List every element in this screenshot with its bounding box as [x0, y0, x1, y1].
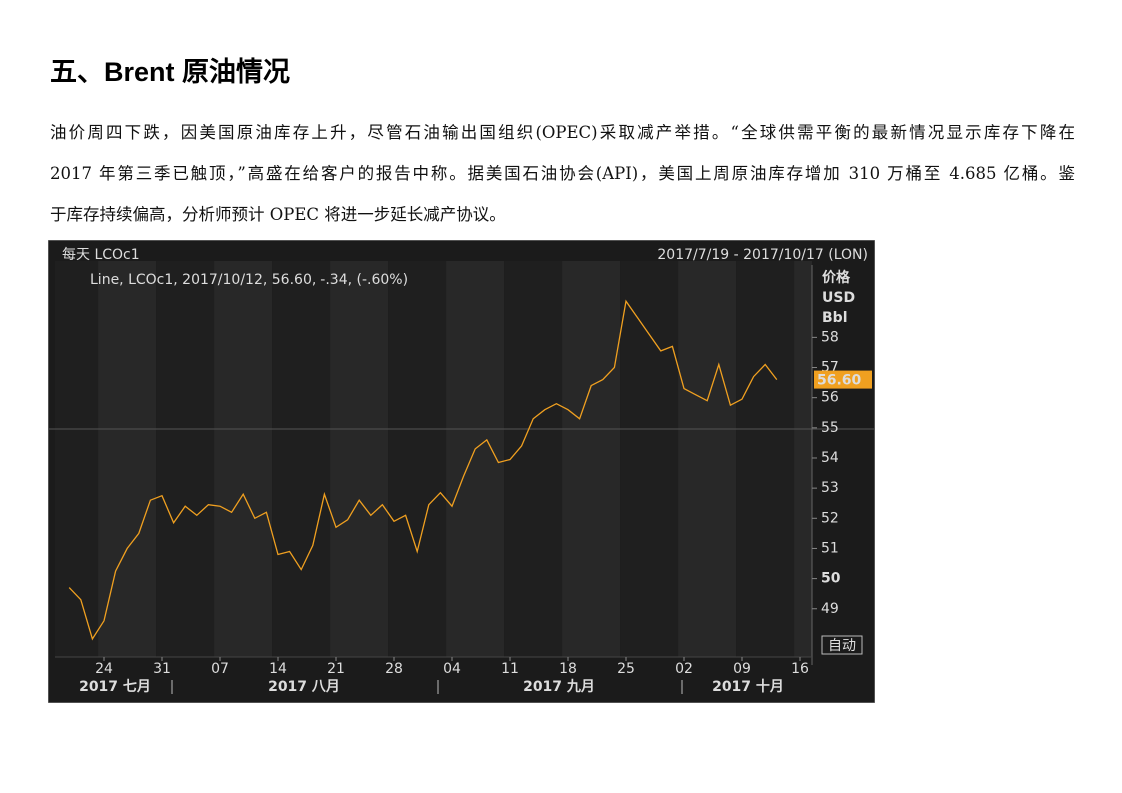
y-axis-label: 价格: [822, 269, 851, 286]
x-tick-label: 24: [95, 661, 113, 677]
y-tick-label: 54: [821, 450, 839, 466]
week-band: [214, 261, 273, 657]
week-band: [388, 261, 447, 657]
x-tick-label: 31: [153, 661, 171, 677]
week-band: [504, 261, 563, 657]
x-tick-label: 25: [617, 661, 635, 677]
month-label: 2017 八月: [268, 679, 340, 695]
y-tick-label: 56: [821, 390, 839, 406]
x-tick-label: 09: [733, 661, 751, 677]
week-band: [562, 261, 621, 657]
auto-button[interactable]: [821, 635, 863, 655]
week-band: [55, 261, 99, 657]
x-tick-label: 21: [327, 661, 345, 677]
y-axis-label: Bbl: [822, 310, 848, 326]
week-band: [736, 261, 795, 657]
week-band: [446, 261, 505, 657]
heading: 五、Brent 原油情况: [50, 57, 291, 87]
week-band: [98, 261, 157, 657]
month-label: 2017 七月: [79, 679, 151, 695]
paragraph-line: 于库存持续偏高，分析师预计 OPEC 将进一步延长减产协议。: [50, 205, 506, 224]
y-tick-label: 49: [821, 601, 839, 617]
week-band: [272, 261, 331, 657]
week-band: [620, 261, 679, 657]
y-axis-label: USD: [822, 290, 855, 306]
x-tick-label: 14: [269, 661, 287, 677]
paragraph-line: 2017 年第三季已触顶，”高盛在给客户的报告中称。据美国石油协会(API)，美…: [50, 164, 1075, 183]
x-tick-label: 07: [211, 661, 229, 677]
auto-button-label[interactable]: 自动: [828, 638, 856, 654]
chart-subtitle: 2017/7/19 - 2017/10/17 (LON): [657, 247, 868, 263]
y-tick-label: 52: [821, 510, 839, 526]
week-band: [156, 261, 215, 657]
chart-title: 每天 LCOc1: [62, 247, 140, 263]
month-label: 2017 十月: [712, 678, 784, 695]
x-tick-label: 16: [791, 661, 809, 677]
paragraph-line: 油价周四下跌，因美国原油库存上升，尽管石油输出国组织(OPEC)采取减产举措。“…: [50, 123, 1075, 142]
week-band: [794, 261, 812, 657]
y-tick-label: 51: [821, 540, 839, 556]
week-band: [330, 261, 389, 657]
y-tick-label: 58: [821, 329, 839, 345]
legend-text: Line, LCOc1, 2017/10/12, 56.60,: [90, 272, 316, 288]
x-tick-label: 02: [675, 661, 693, 677]
y-tick-label: 50: [821, 571, 841, 587]
x-tick-label: 28: [385, 661, 403, 677]
legend-text: -.34, (-.60%): [320, 272, 408, 288]
y-tick-label: 53: [821, 480, 839, 496]
last-value-badge: [814, 370, 872, 389]
x-tick-label: 18: [559, 661, 577, 677]
price-line: [68, 299, 778, 641]
week-band: [678, 261, 737, 657]
last-value-label: 56.60: [817, 373, 862, 389]
chart: 每天 LCOc1 2017/7/19 - 2017/10/17 (LON) Li…: [48, 240, 875, 703]
y-tick-label: 55: [821, 420, 839, 436]
x-tick-label: 11: [501, 661, 519, 677]
x-tick-label: 04: [443, 661, 461, 677]
month-label: 2017 九月: [523, 679, 595, 695]
